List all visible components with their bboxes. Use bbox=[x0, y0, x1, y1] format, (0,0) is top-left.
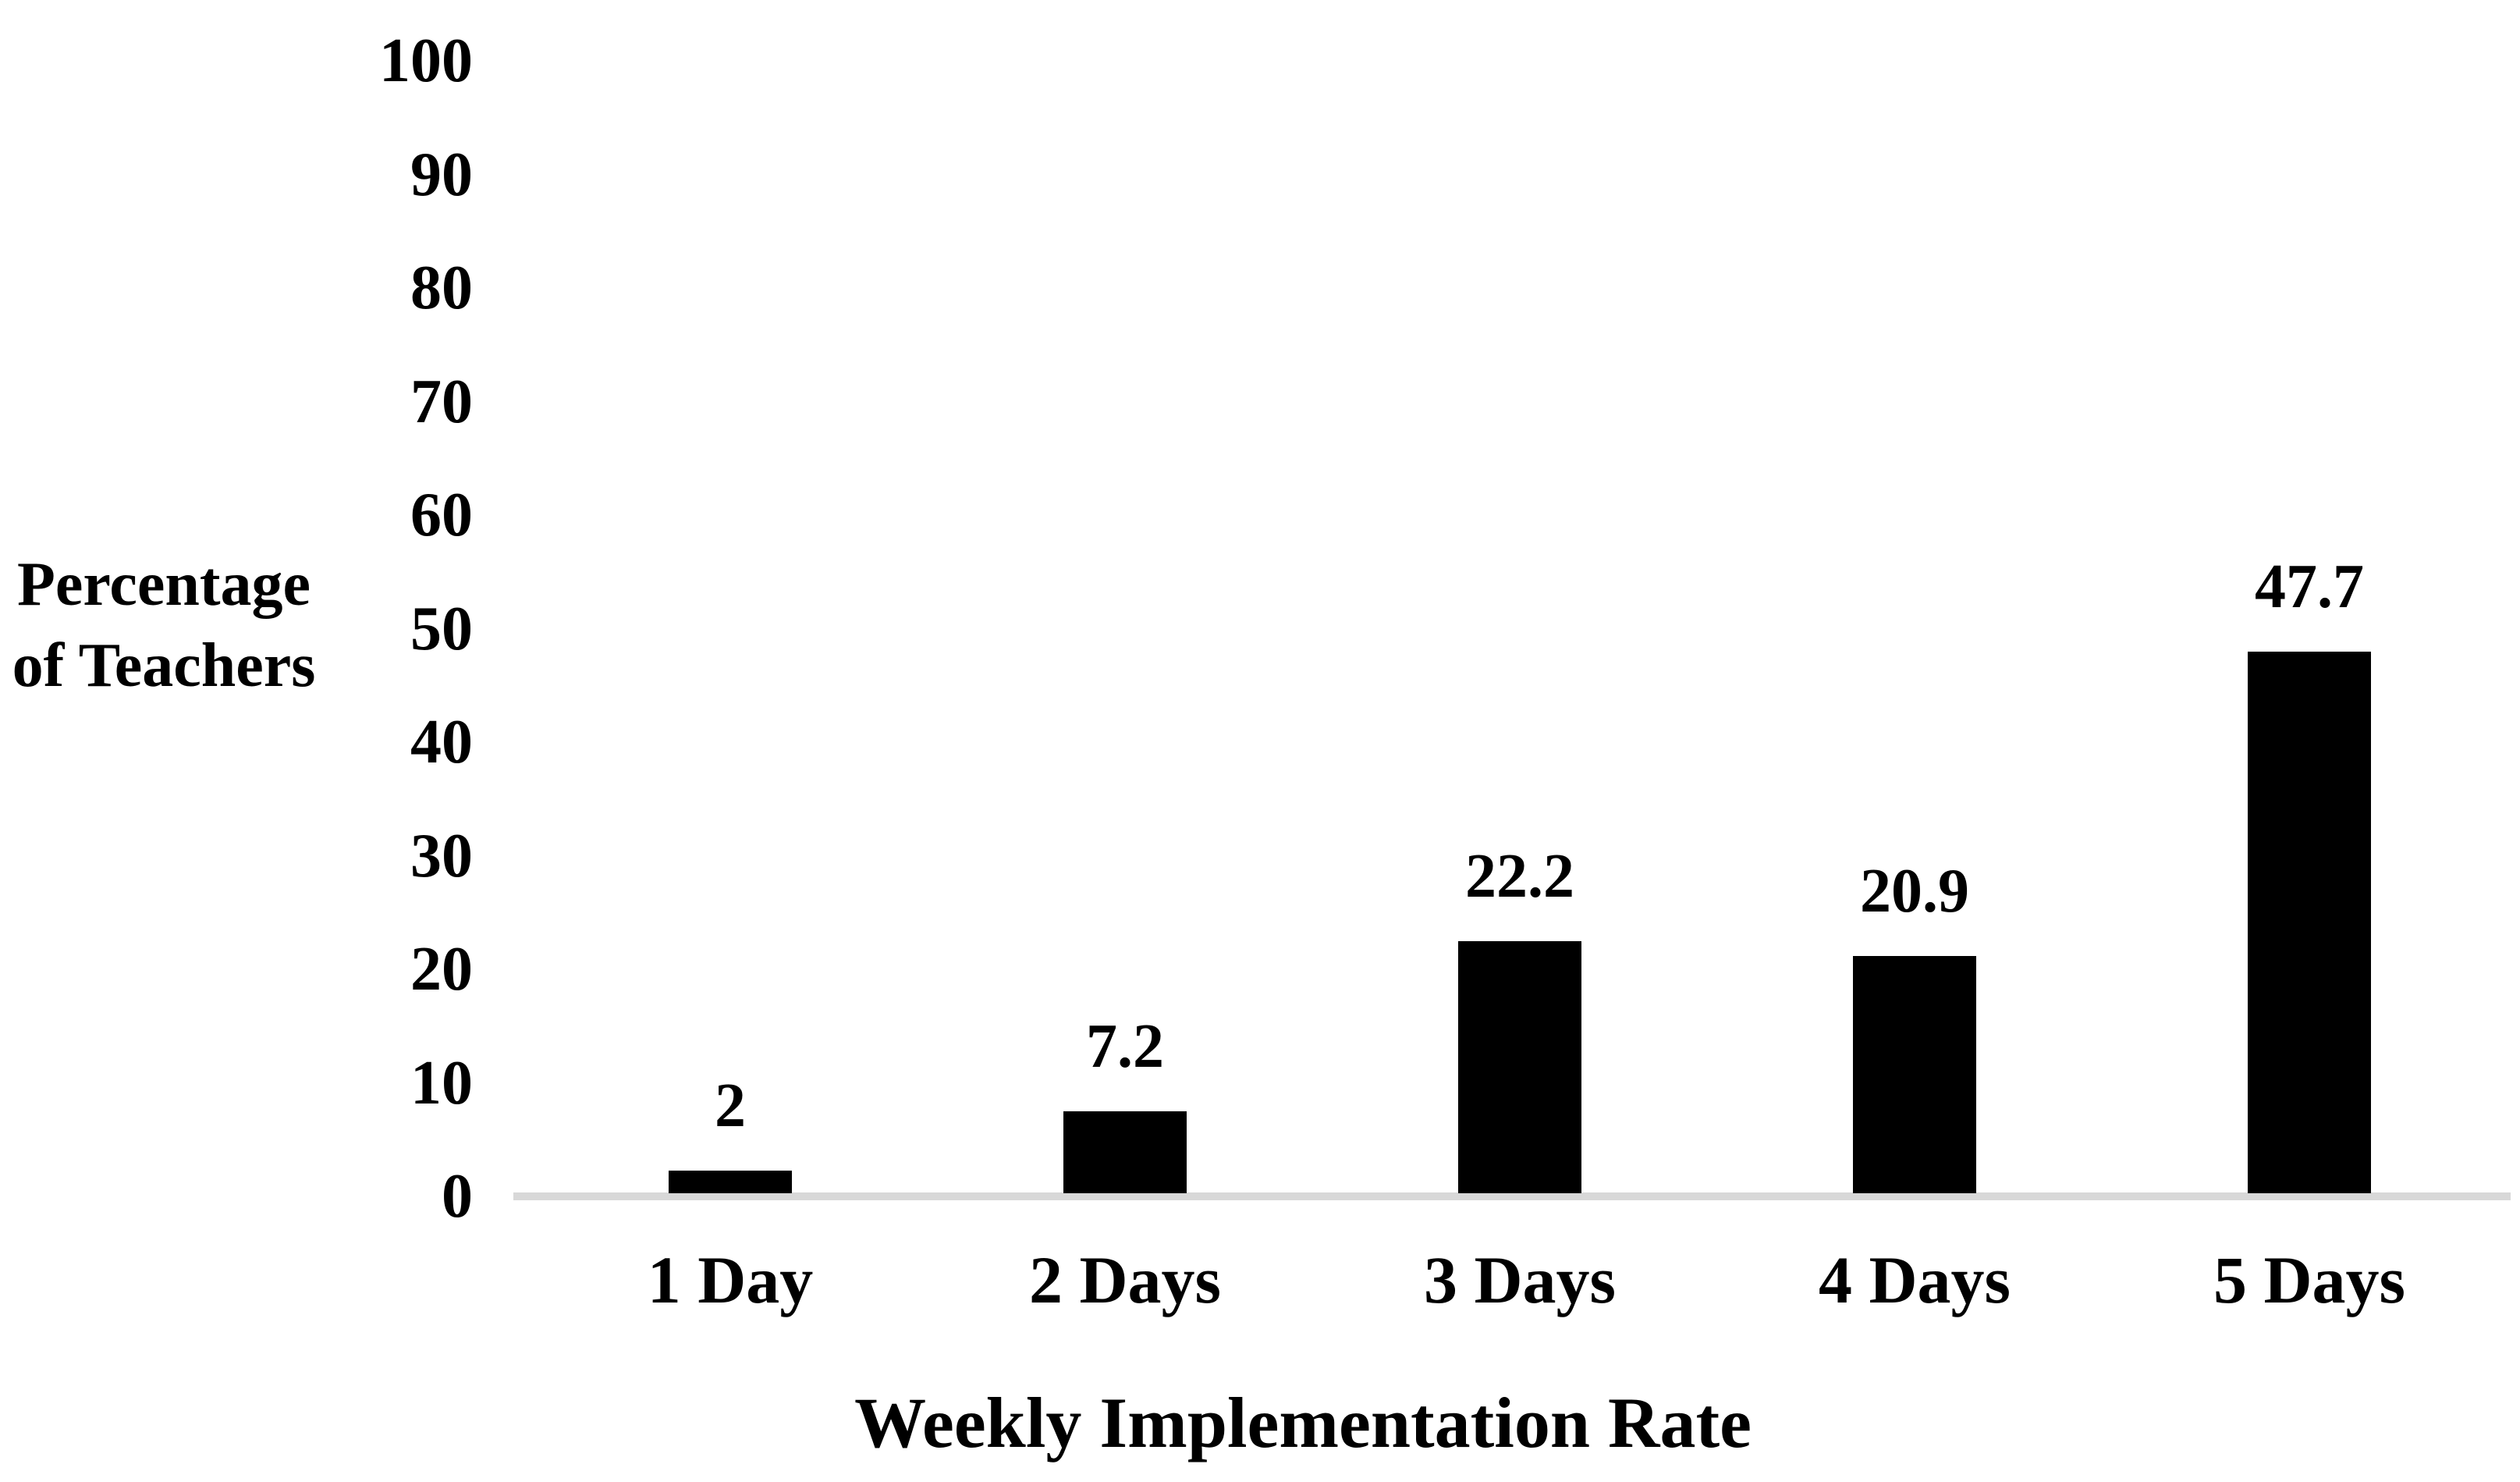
y-tick-label: 10 bbox=[410, 1049, 473, 1118]
category-label: 3 Days bbox=[1423, 1242, 1617, 1317]
bar-2-days bbox=[1063, 1111, 1187, 1193]
bar-1-day bbox=[669, 1171, 792, 1193]
bar-3-days bbox=[1458, 941, 1581, 1193]
y-tick-label: 70 bbox=[410, 368, 473, 436]
y-tick-label: 30 bbox=[410, 822, 473, 890]
y-tick-label: 20 bbox=[410, 935, 473, 1004]
bar-value-label: 7.2 bbox=[1086, 1012, 1164, 1081]
bar-value-label: 2 bbox=[715, 1072, 746, 1140]
y-axis-title-line-1: Percentage bbox=[16, 550, 311, 619]
bar-4-days bbox=[1853, 956, 1976, 1193]
y-tick-label: 60 bbox=[410, 481, 473, 549]
x-axis-title: Weekly Implementation Rate bbox=[854, 1383, 1752, 1462]
category-label: 4 Days bbox=[1818, 1242, 2011, 1317]
y-tick-label: 50 bbox=[410, 595, 473, 663]
y-axis-title-line-2: of Teachers bbox=[12, 631, 316, 700]
y-tick-label: 80 bbox=[410, 254, 473, 322]
y-axis-title: Percentage of Teachers bbox=[0, 544, 328, 706]
bar-value-label: 22.2 bbox=[1465, 842, 1574, 911]
category-label: 2 Days bbox=[1028, 1242, 1222, 1317]
bar-value-label: 47.7 bbox=[2255, 553, 2364, 621]
bar-5-days bbox=[2248, 652, 2371, 1193]
y-tick-label: 0 bbox=[442, 1162, 473, 1231]
y-tick-label: 90 bbox=[410, 140, 473, 209]
x-axis-line bbox=[513, 1192, 2511, 1200]
bar-value-label: 20.9 bbox=[1860, 857, 1969, 926]
y-tick-label: 100 bbox=[379, 27, 473, 95]
y-tick-label: 40 bbox=[410, 708, 473, 777]
category-label: 1 Day bbox=[647, 1242, 814, 1317]
category-label: 5 Days bbox=[2213, 1242, 2406, 1317]
